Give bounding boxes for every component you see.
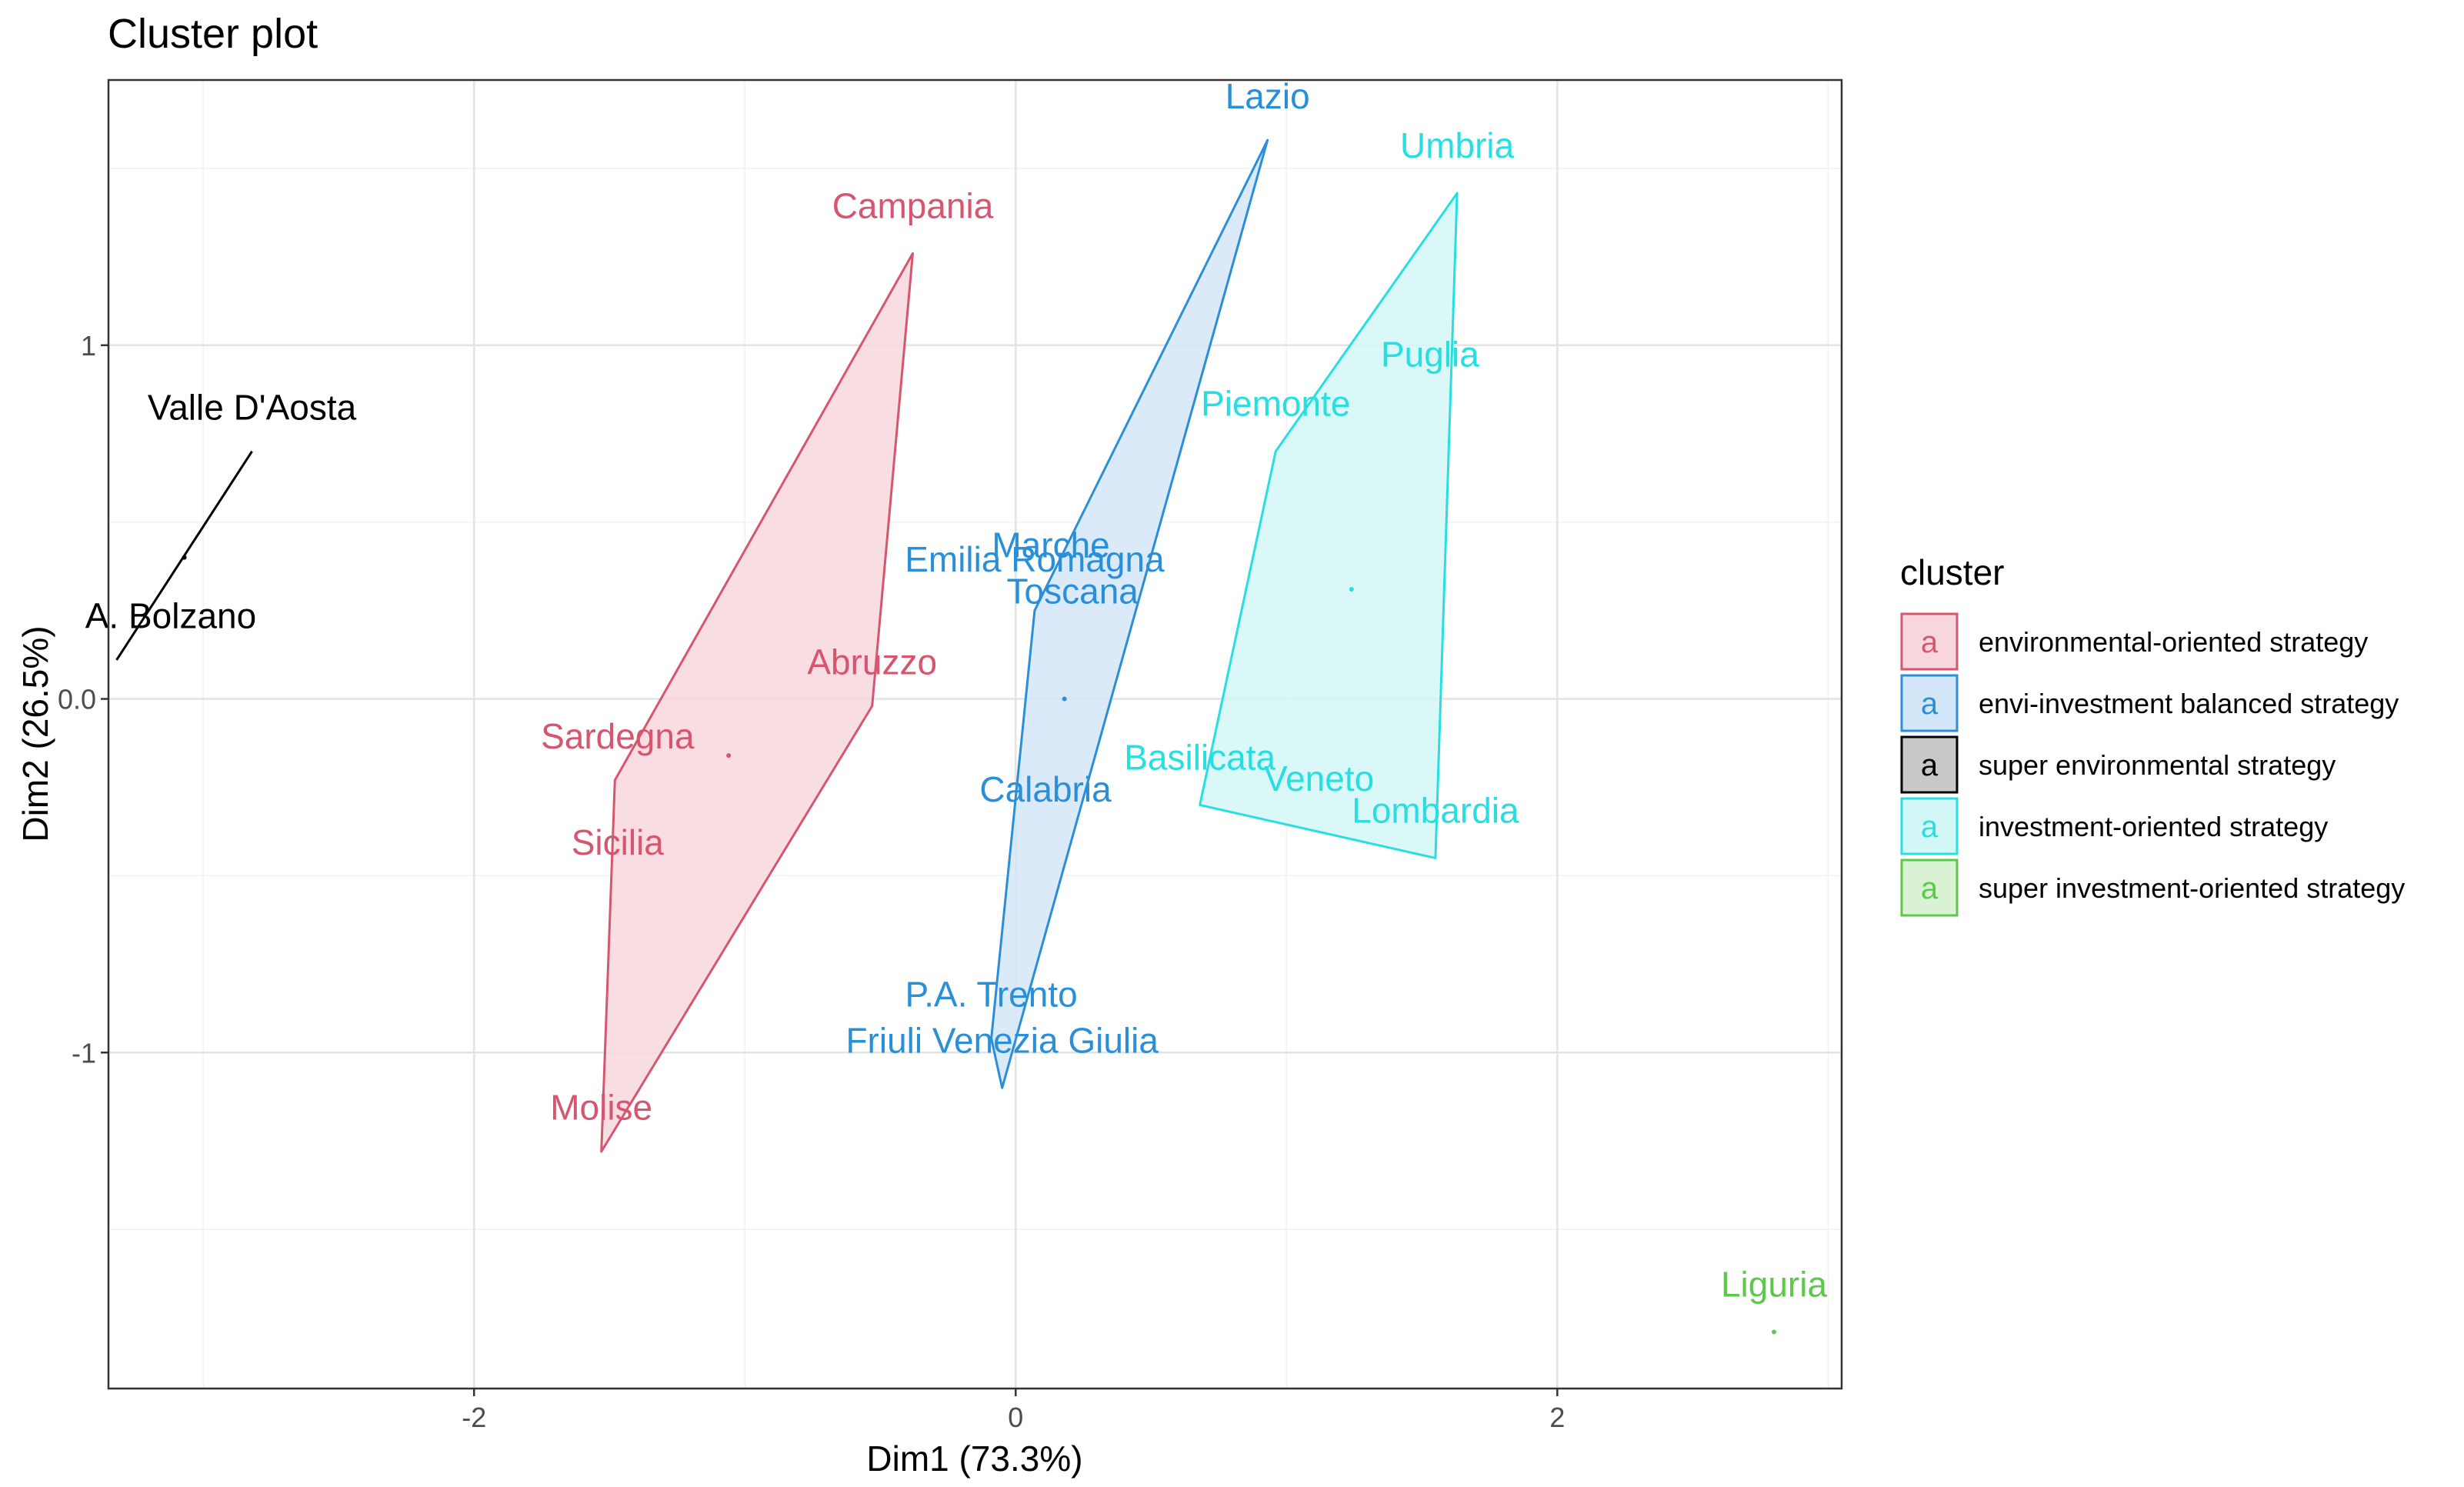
legend-item-investment-oriented-strategy: a investment-oriented strategy [1900,797,2328,855]
point-label-basilicata: Basilicata [1124,737,1275,777]
point-label-veneto: Veneto [1264,759,1374,799]
x-axis-title: Dim1 (73.3%) [866,1439,1082,1479]
envi-investment-balanced-strategy-hull [990,138,1269,1089]
legend-key-glyph: a [1921,687,1939,721]
legend-label: super environmental strategy [1979,749,2336,781]
y-tick-label: 1 [81,330,96,362]
environmental-oriented-strategy-hull [600,252,915,1153]
y-tick-label: 0.0 [58,684,96,715]
x-tick-label: -2 [462,1402,486,1433]
legend-label: envi-investment balanced strategy [1979,688,2399,719]
chart-title: Cluster plot [108,11,318,57]
legend-key-glyph: a [1921,749,1939,782]
point-label-umbria: Umbria [1400,125,1515,165]
legend-label: investment-oriented strategy [1979,811,2328,842]
investment-oriented-strategy-center [1349,587,1354,592]
y-tick-label: -1 [72,1037,96,1069]
environmental-oriented-strategy-center [726,753,732,759]
legend-item-envi-investment-balanced-strategy: a envi-investment balanced strategy [1900,674,2399,732]
x-axis: -2 0 2 [462,1389,1565,1433]
plot-panel [108,80,1842,1389]
point-labels: Campania Abruzzo Sardegna Sicilia Molise Lazi… [85,76,1828,1305]
legend: cluster a environmental-oriented strategy… [1900,552,2405,917]
legend-key-glyph: a [1921,810,1939,844]
legend-key [1900,735,1959,794]
point-label-calabria: Calabria [979,769,1112,809]
legend-label: super investment-oriented strategy [1979,872,2405,904]
point-label-valle-d-aosta: Valle D'Aosta [148,387,357,427]
legend-title: cluster [1900,552,2004,592]
legend-key [1900,612,1959,671]
legend-item-super-environmental-strategy: a super environmental strategy [1900,735,2336,794]
point-label-emilia-romagna: Emilia Romagna [905,539,1165,579]
x-tick-label: 0 [1008,1402,1023,1433]
x-tick-label: 2 [1549,1402,1565,1433]
point-label-puglia: Puglia [1381,334,1479,374]
legend-key [1900,674,1959,732]
envi-investment-balanced-strategy-center [1062,696,1067,702]
legend-key [1900,859,1959,917]
point-label-p-a-trento: P.A. Trento [905,974,1078,1014]
point-label-liguria: Liguria [1721,1264,1828,1304]
point-label-sicilia: Sicilia [572,822,665,862]
point-label-a-bolzano: A. Bolzano [85,596,256,636]
point-label-lazio: Lazio [1225,76,1310,116]
point-label-molise: Molise [550,1088,652,1128]
point-label-piemonte: Piemonte [1201,384,1350,424]
investment-oriented-strategy-hull [1199,192,1459,859]
point-label-abruzzo: Abruzzo [807,642,937,682]
legend-key-glyph: a [1921,872,1939,905]
legend-key [1900,797,1959,855]
legend-item-environmental-oriented-strategy: a environmental-oriented strategy [1900,612,2368,671]
point-label-marche: Marche [992,525,1109,565]
super-environmental-strategy-center [182,555,187,560]
cluster-centers [182,555,1776,1335]
super-investment-oriented-strategy-center [1771,1329,1776,1335]
y-axis: -1 0.0 1 [58,330,108,1069]
cluster-hulls [115,138,1459,1153]
point-label-campania: Campania [832,185,994,225]
legend-item-super-investment-oriented-strategy: a super investment-oriented strategy [1900,859,2405,917]
point-label-sardegna: Sardegna [541,716,695,756]
y-axis-title: Dim2 (26.5%) [15,625,55,842]
point-label-toscana: Toscana [1007,571,1139,611]
legend-label: environmental-oriented strategy [1979,626,2368,658]
point-label-friuli-venezia-giulia: Friuli Venezia Giulia [845,1020,1159,1060]
major-gridlines [108,80,1842,1389]
plot-border [107,78,1843,1390]
point-label-lombardia: Lombardia [1352,790,1519,830]
legend-items: a environmental-oriented strategy a envi-in… [1900,612,2405,917]
legend-key-glyph: a [1921,625,1939,659]
